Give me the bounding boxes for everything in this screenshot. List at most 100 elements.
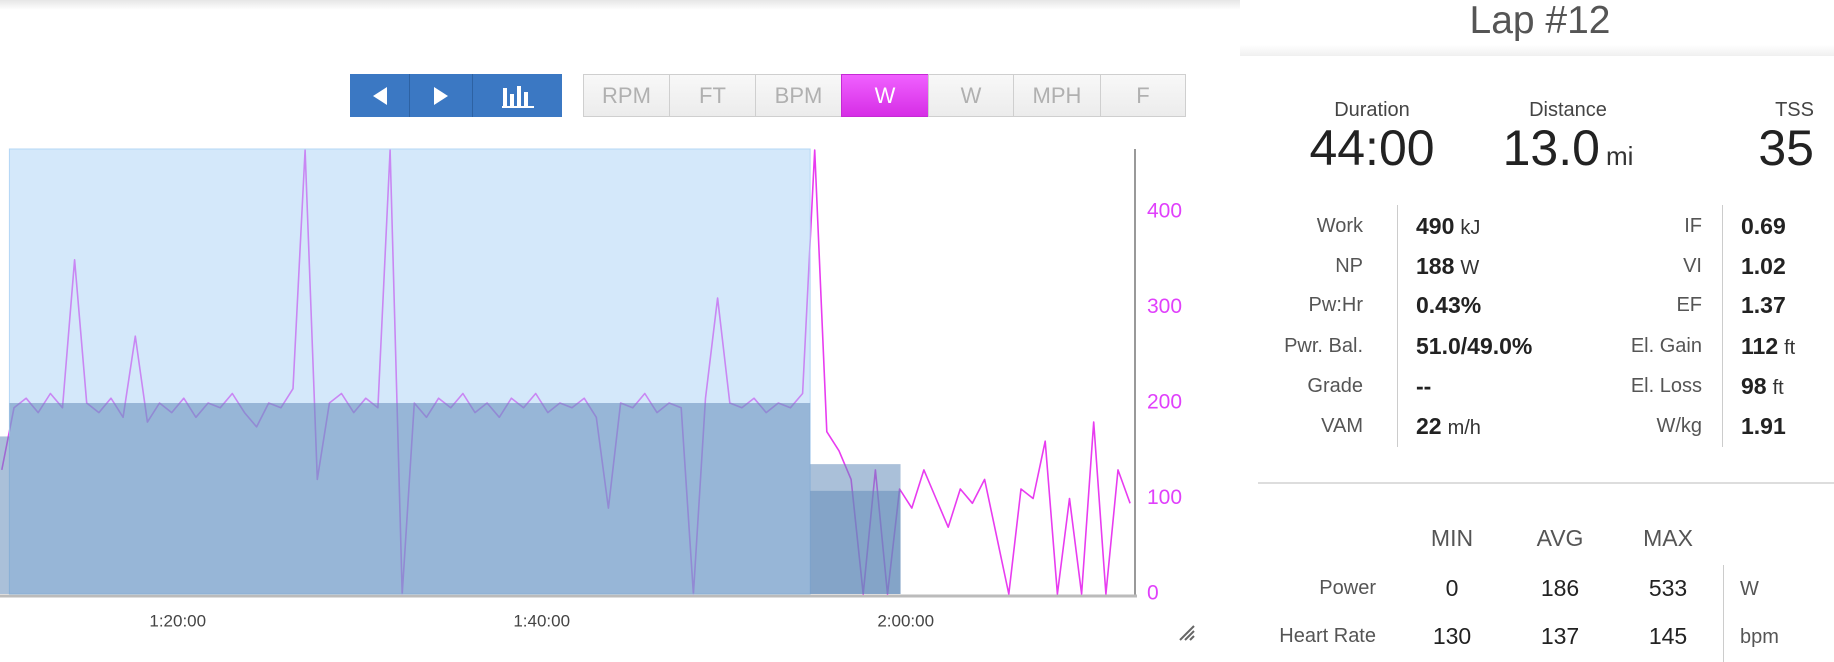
divider [1397, 205, 1398, 447]
metric-value: 0.43% [1416, 292, 1482, 318]
bars-button[interactable] [473, 74, 562, 117]
metric-button[interactable]: F [1100, 74, 1186, 117]
metric-label: VI [1683, 255, 1702, 277]
metric-value-row: 0.69 [1741, 212, 1786, 244]
metric-value-row: 22 m/h [1416, 412, 1481, 444]
stats-unit: W [1740, 578, 1759, 600]
metric-button[interactable]: W [928, 74, 1014, 117]
stats-label: Heart Rate [1279, 625, 1376, 647]
metric-value-row: 0.43% [1416, 291, 1481, 323]
metric-unit: ft [1772, 377, 1784, 399]
y-tick-label: 400 [1147, 200, 1182, 223]
summary-value: 44:00 [1309, 120, 1435, 176]
summary-value: 35 [1758, 120, 1814, 176]
metric-value: 1.37 [1741, 292, 1786, 318]
metric-label: W/kg [1656, 415, 1702, 437]
y-tick-label: 200 [1147, 391, 1182, 414]
metric-label: El. Loss [1630, 375, 1702, 397]
metric-label: VAM [1321, 415, 1363, 437]
metric-value-row: 51.0/49.0% [1416, 332, 1532, 364]
metric-button[interactable]: RPM [583, 74, 670, 117]
stats-value: 0 [1445, 575, 1459, 601]
chart: 0 100 200 300 400 1:20:00 1:40:00 2:00:00 [0, 148, 1195, 641]
metric-value-row: 188 W [1416, 252, 1479, 284]
summary-value-row: 35 [1514, 122, 1814, 187]
x-tick-label: 1:20:00 [149, 611, 206, 630]
metric-label: EF [1676, 294, 1702, 316]
metric-unit: ft [1784, 337, 1796, 359]
panel-header [1240, 0, 1834, 56]
metric-label: Grade [1307, 375, 1363, 397]
metric-button[interactable]: W [841, 74, 929, 117]
prev-icon [372, 86, 387, 105]
bars-icon [501, 85, 534, 108]
stats-value: 186 [1540, 575, 1580, 601]
prev-button[interactable] [350, 74, 410, 117]
stats-header: MIN [1430, 525, 1474, 551]
metric-button[interactable]: FT [669, 74, 756, 117]
metric-value: 98 [1741, 373, 1767, 399]
metric-unit: W [1460, 257, 1480, 279]
metric-label: Pwr. Bal. [1284, 335, 1363, 357]
stats-value: 145 [1648, 623, 1688, 649]
stats-value: 137 [1540, 623, 1580, 649]
next-button[interactable] [410, 74, 473, 117]
summary-label: Distance [1529, 99, 1607, 121]
metric-value-row: 490 kJ [1416, 212, 1480, 244]
summary-label: TSS [1775, 99, 1814, 121]
metric-button[interactable]: MPH [1013, 74, 1101, 117]
metric-value: 490 [1416, 213, 1455, 239]
metric-value-row: -- [1416, 372, 1431, 404]
metric-label: El. Gain [1630, 335, 1702, 357]
metric-value: 1.91 [1741, 413, 1786, 439]
metric-label: NP [1335, 255, 1363, 277]
lap-average-bar [810, 490, 901, 594]
stats-label: Power [1319, 577, 1376, 599]
summary-label: Duration [1334, 99, 1410, 121]
metric-value: 112 [1741, 333, 1779, 359]
summary-item: Distance 13.0 mi [1418, 98, 1718, 187]
divider [1258, 482, 1834, 484]
next-icon [434, 86, 448, 105]
metric-value: 188 [1416, 253, 1455, 279]
metric-unit: kJ [1460, 217, 1481, 239]
stats-value: 130 [1432, 623, 1472, 649]
summary-value: 13.0 [1502, 120, 1600, 176]
stats-value: 533 [1648, 575, 1688, 601]
y-tick-label: 300 [1147, 295, 1182, 318]
metric-label: Pw:Hr [1308, 294, 1363, 316]
stats-unit: bpm [1740, 626, 1779, 648]
metric-value: -- [1416, 373, 1432, 399]
metric-label: IF [1684, 215, 1702, 237]
metric-value: 22 [1416, 413, 1442, 439]
divider [1722, 205, 1723, 447]
x-tick-label: 1:40:00 [513, 611, 570, 630]
stats-header: MAX [1643, 525, 1693, 551]
metric-value: 51.0/49.0% [1416, 333, 1533, 359]
resize-handle[interactable] [1179, 625, 1195, 641]
summary-item: TSS 35 [1514, 98, 1814, 187]
y-tick-label: 100 [1147, 486, 1182, 509]
metric-unit: m/h [1447, 417, 1481, 439]
top-shade [0, 0, 1834, 10]
summary-item: Duration 44:00 [1222, 98, 1522, 187]
y-tick-label: 0 [1147, 582, 1159, 605]
metric-value-row: 1.91 [1741, 412, 1786, 444]
stats-header: AVG [1536, 525, 1584, 551]
metric-value-row: 1.37 [1741, 291, 1786, 323]
divider [1723, 565, 1724, 662]
metric-value-row: 1.02 [1741, 252, 1786, 284]
lap-average-bar [9, 403, 811, 594]
metric-value: 1.02 [1741, 253, 1786, 279]
metric-button[interactable]: BPM [755, 74, 842, 117]
lap-average-bar [0, 436, 10, 594]
metric-value: 0.69 [1741, 213, 1786, 239]
lap-title: Lap #12 [1469, 0, 1611, 42]
summary-value-row: 13.0 mi [1418, 122, 1718, 187]
metric-value-row: 112 ft [1741, 332, 1795, 364]
metric-value-row: 98 ft [1741, 372, 1784, 404]
summary-unit: mi [1605, 141, 1634, 171]
metric-label: Work [1316, 215, 1363, 237]
x-tick-label: 2:00:00 [877, 611, 934, 630]
